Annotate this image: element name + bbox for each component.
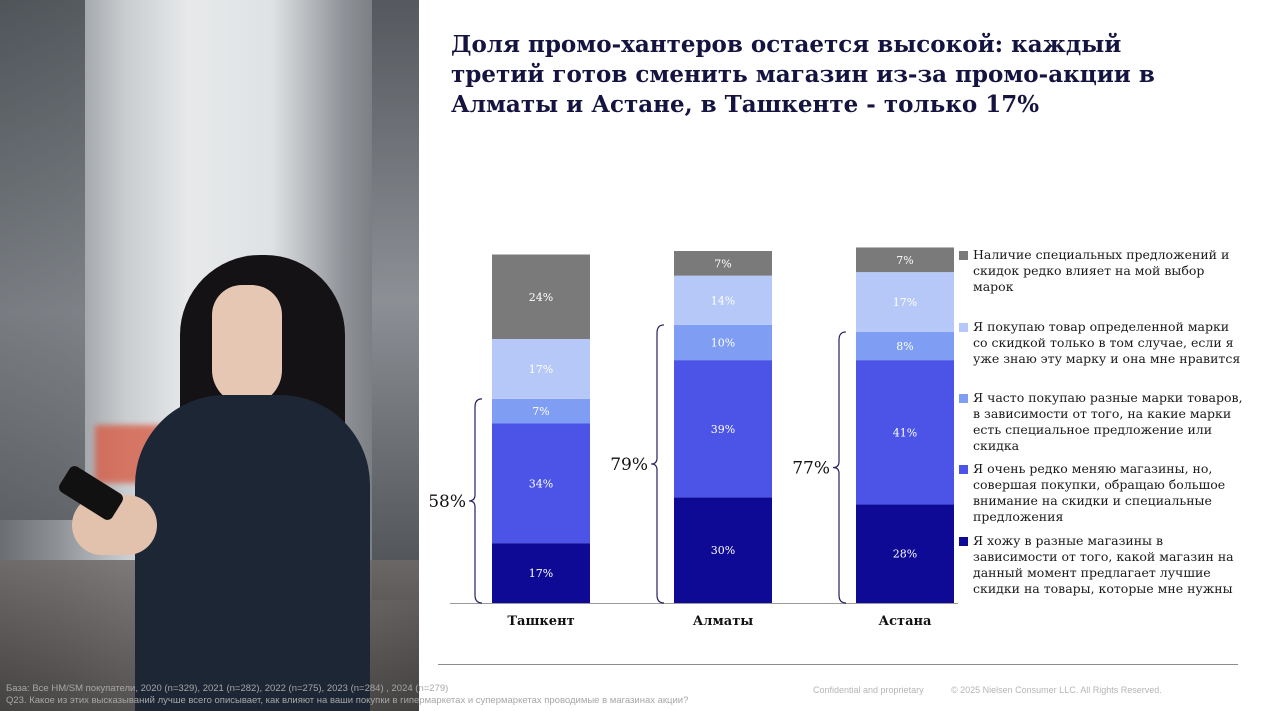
bar-value-label: 10% (711, 337, 735, 350)
bar-value-label: 34% (529, 477, 553, 490)
bracket-total-label: 58% (430, 492, 466, 512)
bar-value-label: 17% (529, 363, 553, 376)
bar-segment (856, 360, 954, 505)
stacked-bar-chart: 17% 34% 7% 17% 24% Ташкент 58% 30% 39% 10% 14% 7% Ал… (430, 238, 960, 638)
photo-coat (135, 395, 370, 711)
legend-swatch (959, 323, 968, 332)
bar-segment (492, 423, 590, 544)
category-label: Астана (879, 614, 932, 629)
bracket (832, 331, 847, 604)
bar-value-label: 28% (893, 548, 917, 561)
legend-swatch (959, 537, 968, 546)
bar-segment (492, 398, 590, 424)
bar-segment (674, 251, 772, 276)
category-label: Ташкент (507, 614, 574, 629)
photo-building-left (0, 0, 85, 520)
footer-question: Q23. Какое из этих высказываний лучше вс… (6, 695, 689, 706)
bar-value-label: 7% (532, 405, 549, 418)
bar-value-label: 7% (896, 254, 913, 267)
photo-face (212, 285, 282, 405)
bar-segment (856, 272, 954, 332)
bracket (468, 398, 483, 604)
legend-label: Я покупаю товар определенной марки со ск… (973, 319, 1241, 366)
footer-divider (438, 664, 1238, 665)
bar-segment (674, 497, 772, 603)
photo-building-right (372, 0, 419, 600)
bar-segment (674, 275, 772, 325)
legend-label: Наличие специальных предложений и скидок… (973, 247, 1230, 294)
legend-label: Я очень редко меняю магазины, но, соверш… (973, 461, 1226, 524)
category-label: Алматы (693, 614, 754, 629)
bar-segment (674, 324, 772, 361)
footer-confidential: Confidential and proprietary (813, 685, 924, 695)
page-title: Доля промо-хантеров остается высокой: ка… (451, 31, 1155, 118)
bar-value-label: 39% (711, 423, 735, 436)
bar-segment (492, 543, 590, 603)
bar-value-label: 14% (711, 294, 735, 307)
bracket-total-label: 77% (792, 458, 830, 478)
bracket (650, 324, 665, 604)
bar-segment (856, 331, 954, 361)
legend-swatch (959, 251, 968, 260)
bar-value-label: 41% (893, 426, 917, 439)
bar-value-label: 17% (893, 296, 917, 309)
bar-value-label: 24% (529, 291, 553, 304)
bar-segment (492, 339, 590, 399)
bracket-total-label: 79% (610, 455, 648, 475)
footer-copyright: © 2025 Nielsen Consumer LLC. All Rights … (951, 685, 1162, 695)
bar-segment (856, 504, 954, 603)
legend-swatch (959, 394, 968, 403)
legend-swatch (959, 465, 968, 474)
bar-value-label: 17% (529, 567, 553, 580)
bar-value-label: 8% (896, 340, 913, 353)
legend-label: Я хожу в разные магазины в зависимости о… (973, 533, 1234, 596)
hero-photo (0, 0, 419, 711)
bar-value-label: 30% (711, 544, 735, 557)
bar-segment (856, 247, 954, 273)
chart-svg: 17% 34% 7% 17% 24% Ташкент 58% 30% 39% 10% 14% 7% Ал… (430, 247, 958, 629)
bar-value-label: 7% (714, 257, 731, 270)
footer-base: База: Все HM/SM покупатели, 2020 (n=329)… (6, 683, 449, 694)
bar-segment (492, 254, 590, 339)
bar-segment (674, 360, 772, 498)
legend-label: Я часто покупаю разные марки товаров, в … (973, 390, 1243, 453)
